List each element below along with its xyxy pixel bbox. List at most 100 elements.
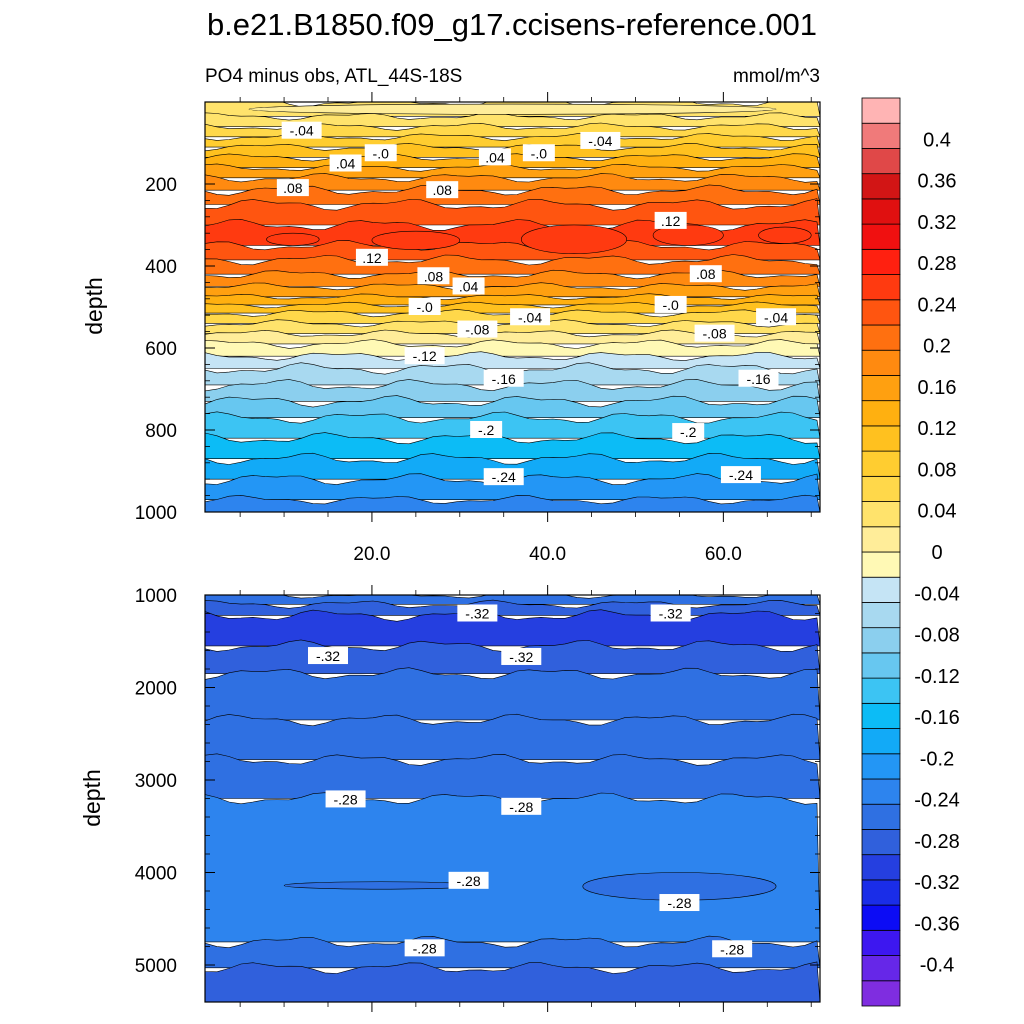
- lower-panel: -.32 -.32 -.32 -.32 -.28 -.28 -.28 -.28 -.28 -.28…: [135, 585, 821, 1012]
- colorbar-swatch: [861, 223, 901, 250]
- contour-patch: [266, 232, 320, 246]
- colorbar-label: -0.32: [914, 872, 960, 894]
- contour-band: [205, 667, 820, 721]
- colorbar: -0.4 -0.36 -0.32 -0.28 -0.24 -0.2 -0.16 -0.12 -0…: [861, 97, 960, 1007]
- colorbar-swatch: [861, 702, 901, 729]
- contour-label: -.24: [483, 468, 524, 486]
- contour-patch: [758, 226, 812, 244]
- colorbar-swatch: [861, 526, 901, 553]
- colorbar-label: -0.16: [914, 707, 960, 729]
- contour-band: [205, 173, 820, 191]
- colorbar-label: 0: [931, 542, 942, 564]
- colorbar-swatch: [861, 854, 901, 881]
- colorbar-swatch: [861, 148, 901, 175]
- svg-text:-.04: -.04: [518, 309, 542, 325]
- svg-text:-.28: -.28: [667, 895, 691, 911]
- plot-frame: [204, 101, 821, 513]
- contour-band: [205, 282, 820, 298]
- colorbar-swatch: [861, 728, 901, 755]
- contour-label: -.04: [756, 308, 797, 326]
- svg-text:-.24: -.24: [729, 467, 753, 483]
- colorbar-swatch: [861, 929, 901, 956]
- svg-text:-.32: -.32: [316, 648, 340, 664]
- contour-band: [205, 494, 820, 512]
- y-tick-label: 1000: [135, 586, 177, 607]
- svg-text:-.2: -.2: [680, 424, 697, 440]
- svg-text:.08: .08: [432, 182, 452, 198]
- x-tick-label: 60.0: [705, 544, 742, 565]
- colorbar-swatch: [861, 173, 901, 200]
- svg-text:-.08: -.08: [465, 322, 489, 338]
- colorbar-swatch: [861, 299, 901, 326]
- contour-band: [205, 432, 820, 459]
- contour-band: [205, 961, 820, 1002]
- contour-patch: [248, 103, 777, 115]
- svg-text:-.32: -.32: [659, 606, 683, 622]
- colorbar-swatch: [861, 627, 901, 654]
- colorbar-swatch: [861, 349, 901, 376]
- svg-text:.12: .12: [661, 213, 681, 229]
- contour-label: -.04: [281, 121, 322, 139]
- contour-patch: [283, 881, 478, 890]
- contour-label: -.08: [694, 324, 735, 342]
- svg-text:-.12: -.12: [413, 348, 437, 364]
- y-tick-label: 400: [145, 257, 177, 278]
- colorbar-swatch: [861, 501, 901, 528]
- svg-text:-.0: -.0: [662, 297, 679, 313]
- contour-band: [205, 595, 820, 605]
- left-subtitle: PO4 minus obs, ATL_44S-18S: [205, 66, 462, 87]
- contour-band: [205, 395, 820, 418]
- contour-label: .08: [426, 181, 459, 199]
- colorbar-swatch: [861, 248, 901, 275]
- colorbar-swatch: [861, 551, 901, 578]
- svg-text:-.04: -.04: [764, 309, 788, 325]
- colorbar-label: 0.08: [918, 459, 957, 481]
- colorbar-swatch: [861, 904, 901, 931]
- contour-band: [205, 254, 820, 275]
- contour-band: [205, 351, 820, 369]
- colorbar-label: 0.28: [918, 253, 957, 275]
- colorbar-swatch: [861, 375, 901, 402]
- y-tick-label: 4000: [135, 864, 177, 885]
- colorbar-label: 0.12: [918, 418, 957, 440]
- svg-text:.04: .04: [336, 156, 356, 172]
- contour-label: -.08: [457, 320, 498, 338]
- svg-text:-.0: -.0: [416, 299, 433, 315]
- y-tick-label: 800: [145, 421, 177, 442]
- contour-label: -.28: [501, 797, 542, 815]
- contour-label: -.32: [308, 647, 348, 665]
- colorbar-label: -0.04: [914, 583, 960, 605]
- contour-band: [205, 411, 820, 439]
- colorbar-swatch: [861, 753, 901, 780]
- contour-label: -.2: [672, 423, 705, 441]
- contour-label: -.0: [364, 144, 397, 162]
- contour-band: [205, 713, 820, 760]
- svg-text:-.2: -.2: [478, 422, 495, 438]
- svg-text:-.0: -.0: [373, 145, 390, 161]
- colorbar-swatch: [861, 980, 901, 1007]
- upper-panel: -.04 -.0 .04 .08 .08 .04 -.0 -.04 .12 .12 .08 .04 .0…: [135, 92, 821, 565]
- svg-text:-.32: -.32: [509, 649, 533, 665]
- contour-label: -.12: [404, 347, 445, 365]
- svg-text:.04: .04: [485, 149, 505, 165]
- contour-label: -.32: [650, 604, 691, 622]
- contour-label: -.16: [738, 369, 779, 387]
- contour-label: -.0: [408, 298, 441, 315]
- x-tick-label: 20.0: [353, 544, 390, 565]
- svg-text:.08: .08: [424, 268, 444, 284]
- contour-label: .12: [355, 248, 388, 266]
- y-tick-label: 1000: [135, 503, 177, 524]
- colorbar-swatch: [861, 778, 901, 805]
- svg-text:-.0: -.0: [531, 145, 548, 161]
- contour-label: -.0: [522, 144, 555, 162]
- colorbar-label: -0.24: [914, 790, 960, 812]
- svg-text:-.28: -.28: [413, 940, 437, 956]
- colorbar-swatch: [861, 400, 901, 427]
- y-tick-label: 3000: [135, 771, 177, 792]
- contour-label: -.28: [659, 894, 700, 912]
- svg-text:-.16: -.16: [746, 371, 770, 387]
- x-tick-label: 40.0: [529, 544, 566, 565]
- right-subtitle: mmol/m^3: [733, 66, 820, 87]
- y-tick-label: 2000: [135, 679, 177, 700]
- colorbar-swatch: [861, 677, 901, 704]
